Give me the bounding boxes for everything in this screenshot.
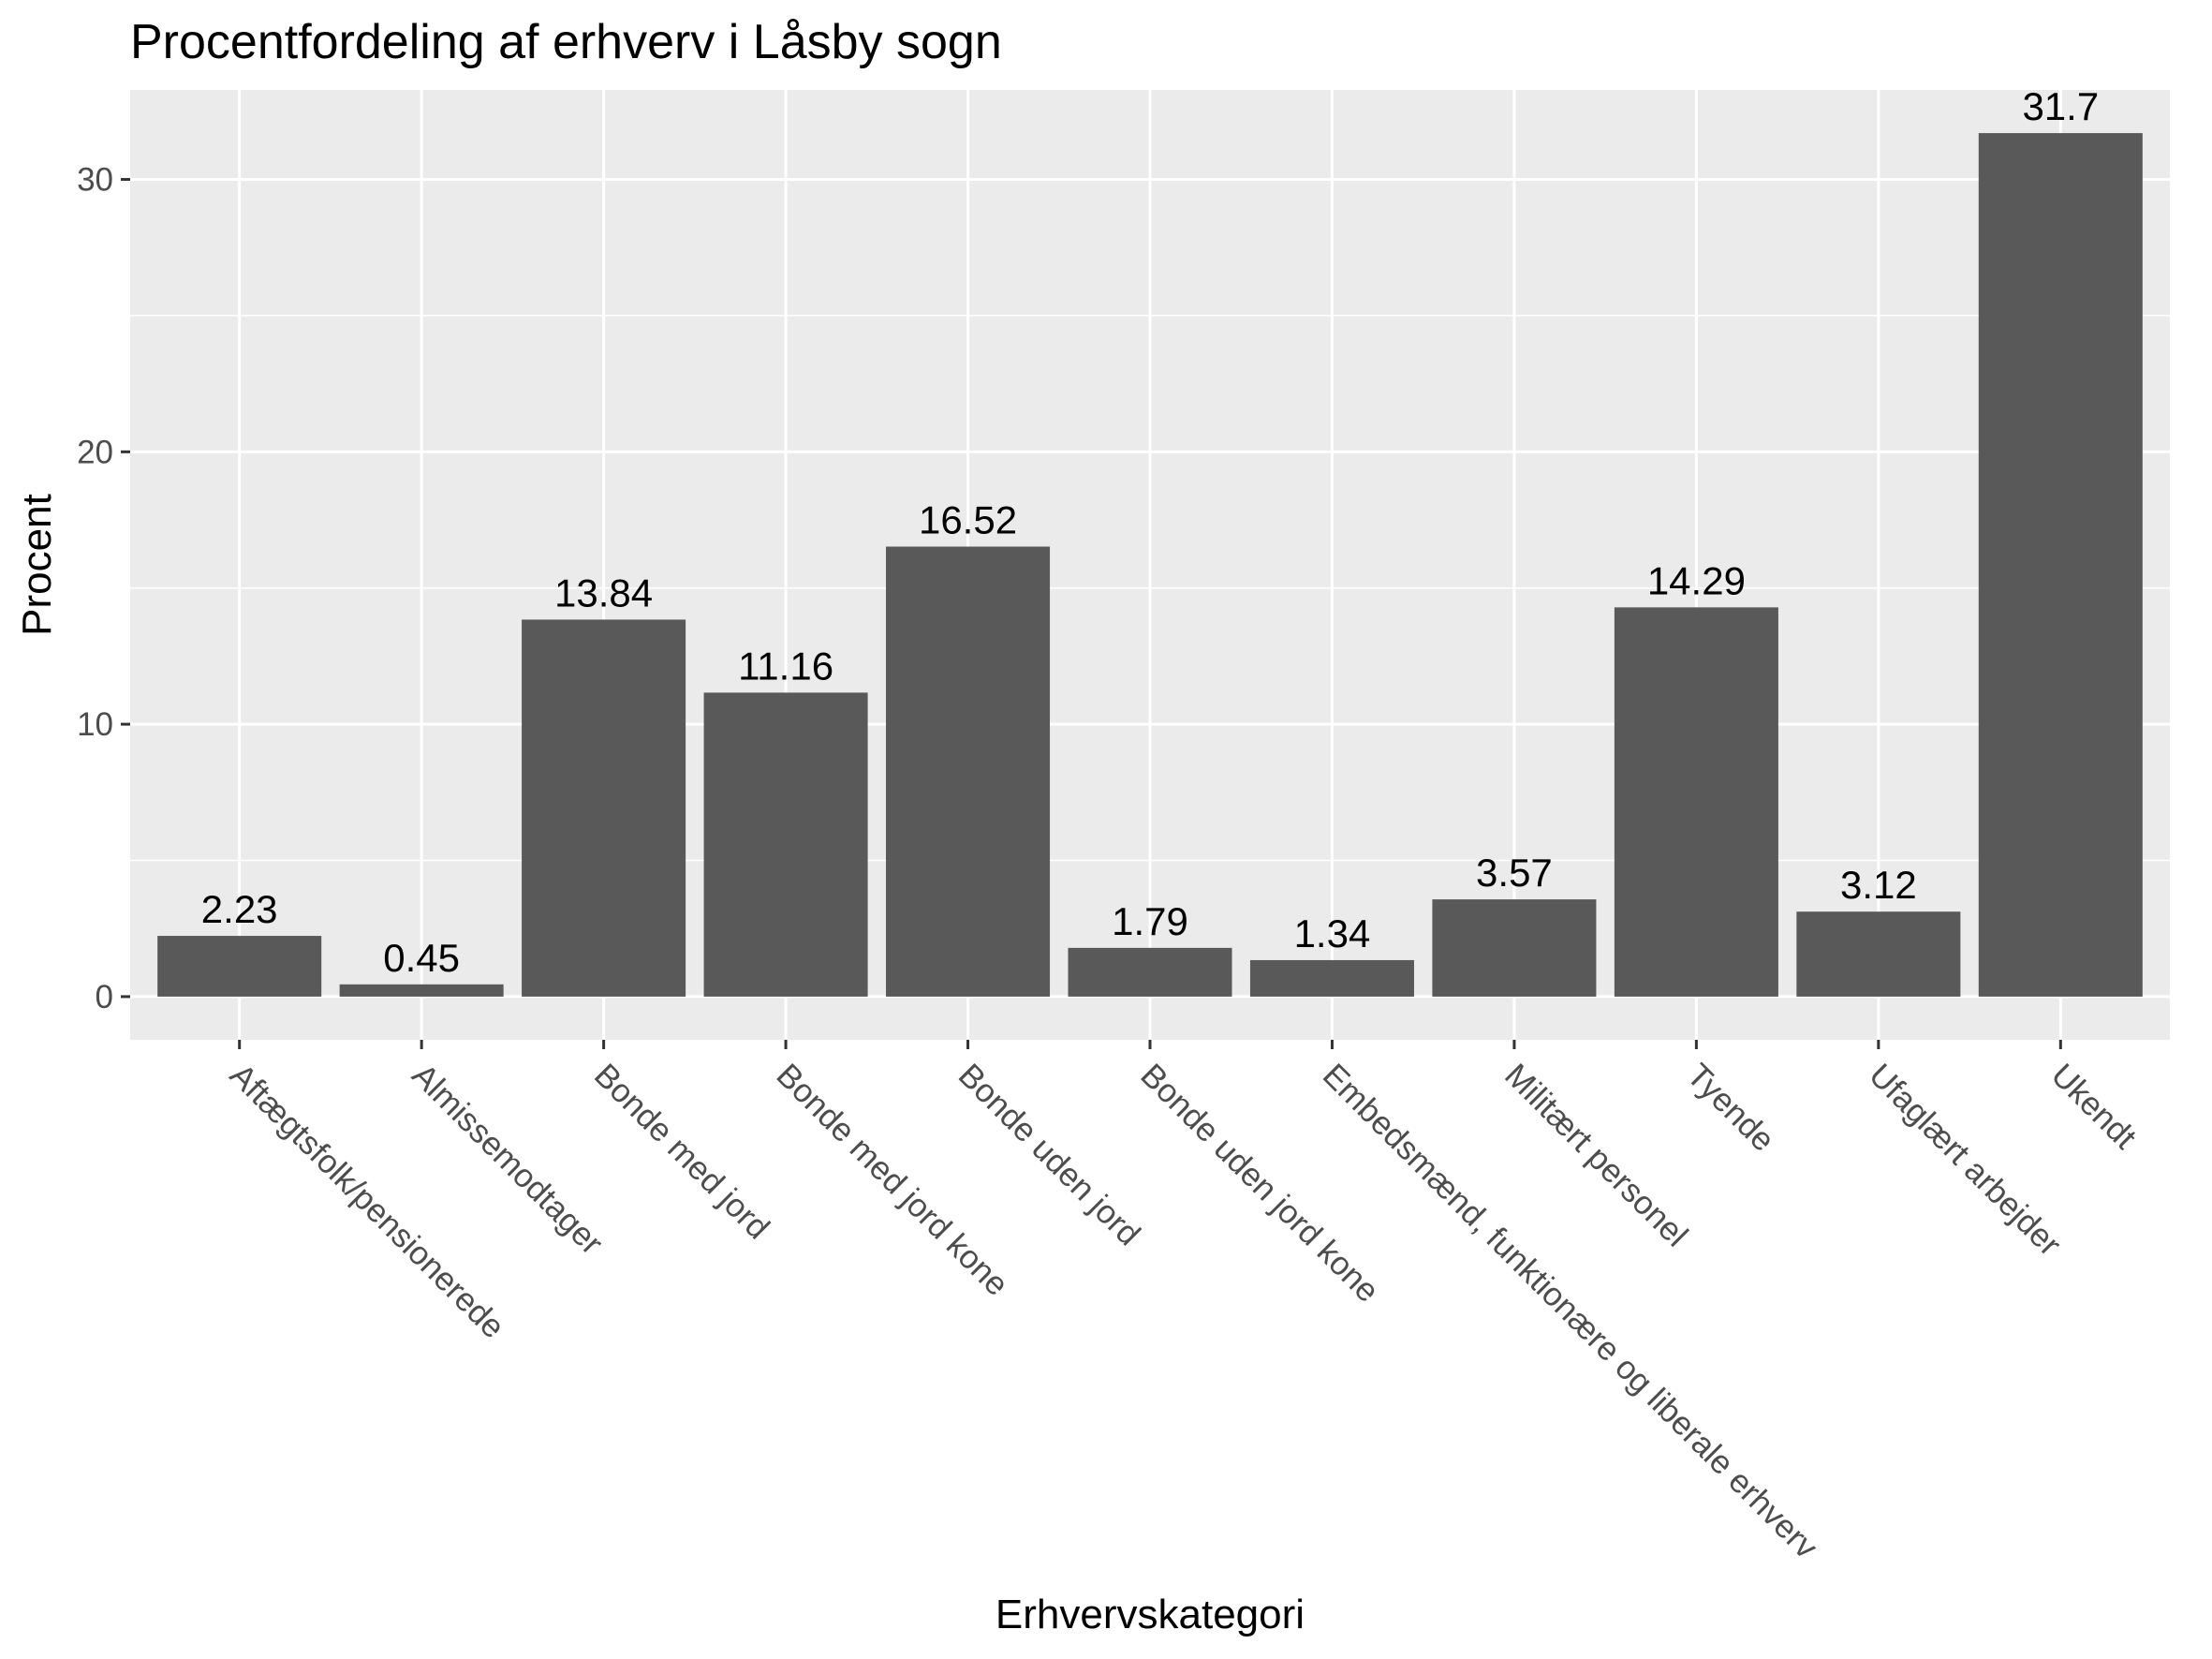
data-label: 31.7: [2022, 84, 2099, 128]
data-labels: 2.23 0.45 13.84 11.16 16.52 1.79 1.34 3.57 14.29…: [201, 84, 2099, 980]
bar: [1249, 959, 1414, 997]
data-label: 14.29: [1647, 558, 1746, 602]
y-tick-label: 0: [96, 979, 113, 1015]
data-label: 16.52: [919, 498, 1017, 542]
data-label: 1.79: [1112, 899, 1188, 943]
bar: [1432, 899, 1597, 997]
data-label: 2.23: [201, 887, 278, 931]
bar: [703, 692, 868, 997]
data-label: 3.12: [1840, 863, 1917, 907]
x-tick-label: Almissemodtager: [405, 1057, 610, 1262]
y-tick-label: 30: [77, 162, 113, 199]
bar: [1068, 947, 1232, 997]
x-tick-label: Bonde uden jord: [951, 1057, 1147, 1252]
bar: [1796, 911, 1961, 997]
x-axis-title: Erhvervskategori: [995, 1592, 1305, 1637]
chart-title: Procentfordeling af erhverv i Låsby sogn: [130, 15, 1002, 69]
bars: [157, 133, 2143, 997]
bar: [1614, 607, 1778, 997]
x-tick-label: Ufaglært arbejder: [1862, 1057, 2068, 1263]
x-axis: Aftægtsfolk/pensioneredeAlmissemodtagerB…: [223, 1040, 2144, 1566]
x-tick-label: Militært personel: [1497, 1057, 1695, 1254]
bar: [1978, 133, 2143, 997]
x-tick-label: Bonde med jord: [587, 1057, 776, 1246]
y-axis-title: Procent: [14, 494, 60, 636]
bar: [522, 619, 686, 997]
y-tick-label: 10: [77, 706, 113, 743]
data-label: 1.34: [1294, 911, 1371, 955]
y-axis: 0 10 20 30: [77, 162, 130, 1015]
data-label: 0.45: [383, 936, 460, 980]
bar: [886, 546, 1051, 997]
data-label: 3.57: [1476, 851, 1553, 895]
bar: [157, 936, 322, 997]
y-tick-label: 20: [77, 434, 113, 470]
x-tick-label: Tyende: [1680, 1057, 1782, 1159]
data-label: 13.84: [554, 570, 653, 615]
data-label: 11.16: [738, 644, 833, 688]
x-tick-label: Ukendt: [2044, 1057, 2144, 1156]
bar: [339, 984, 504, 997]
